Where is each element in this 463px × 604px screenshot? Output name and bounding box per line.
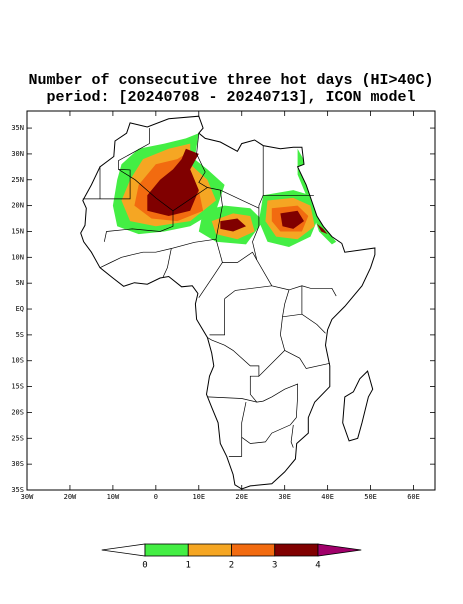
country-border: [207, 289, 290, 378]
y-tick-label: 25N: [11, 176, 24, 184]
y-tick-label: 10S: [11, 357, 24, 365]
x-tick-label: 30E: [278, 493, 291, 501]
x-tick-label: 10E: [192, 493, 205, 501]
y-tick-label: 35N: [11, 124, 24, 132]
hot-areas: [112, 133, 337, 247]
colorbar-swatch: [274, 543, 319, 557]
africa-coast: [80, 115, 376, 490]
y-tick-label: 5S: [16, 331, 24, 339]
x-tick-label: 10W: [107, 493, 120, 501]
y-tick-label: 30S: [11, 460, 24, 468]
country-border: [103, 128, 174, 242]
colorbar-label: 0: [142, 561, 147, 571]
y-tick-label: 30N: [11, 150, 24, 158]
y-tick-label: 25S: [11, 434, 24, 442]
hot-area: [147, 148, 199, 216]
y-tick-label: 35S: [11, 486, 24, 494]
country-border: [222, 251, 258, 263]
country-border: [162, 238, 217, 278]
x-tick-label: 20W: [64, 493, 77, 501]
x-tick-label: 40E: [321, 493, 334, 501]
colorbar-label: 2: [229, 561, 234, 571]
madagascar-coast: [342, 370, 374, 442]
y-tick-label: 15S: [11, 383, 24, 391]
colorbar-label: 3: [272, 561, 277, 571]
colorbar-label: 4: [315, 561, 320, 571]
x-tick-label: 0: [154, 493, 158, 501]
colorbar-swatch: [187, 543, 232, 557]
colorbar-high: [317, 543, 362, 557]
country-border: [100, 169, 131, 200]
country-border: [209, 298, 225, 336]
map-frame: [26, 110, 436, 491]
hot-area: [316, 223, 328, 235]
colorbar-low: [101, 543, 146, 557]
colorbar-label: 1: [186, 561, 191, 571]
colorbar-swatch: [144, 543, 189, 557]
map-layers: [80, 115, 376, 490]
hot-area: [220, 218, 246, 232]
y-tick-label: EQ: [16, 305, 24, 313]
country-border: [228, 437, 243, 457]
x-tick-label: 60E: [407, 493, 420, 501]
colorbar-swatch: [231, 543, 276, 557]
map-title: Number of consecutive three hot days (HI…: [28, 72, 433, 89]
country-border: [249, 375, 259, 403]
country-border: [282, 313, 326, 334]
y-tick-label: 20S: [11, 408, 24, 416]
map-subtitle: period: [20240708 - 20240713], ICON mode…: [46, 89, 415, 106]
y-tick-label: 10N: [11, 253, 24, 261]
y-tick-label: 15N: [11, 227, 24, 235]
x-tick-label: 30W: [21, 493, 34, 501]
country-border: [284, 350, 330, 369]
x-tick-label: 50E: [364, 493, 377, 501]
country-border: [290, 424, 294, 448]
country-border: [99, 248, 172, 269]
country-border: [198, 190, 223, 298]
country-border: [207, 383, 298, 444]
country-border: [172, 187, 208, 212]
hot-area: [280, 210, 304, 229]
y-tick-label: 5N: [16, 279, 24, 287]
x-tick-label: 20E: [235, 493, 248, 501]
y-tick-label: 20N: [11, 202, 24, 210]
country-border: [224, 285, 272, 299]
